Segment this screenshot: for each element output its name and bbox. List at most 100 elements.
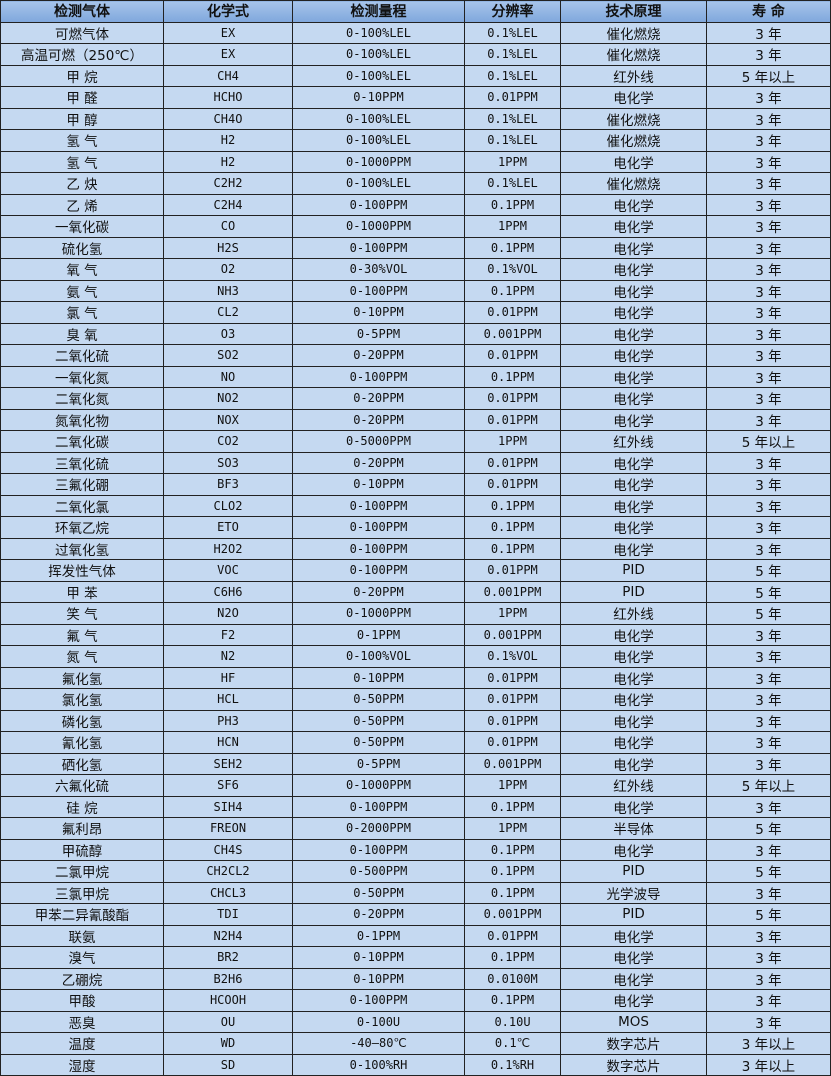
table-row: 氢 气 H2 0-1000PPM 1PPM 电化学 3 年: [0, 150, 831, 173]
measuring-range: 0-500PPM: [292, 860, 465, 883]
chemical-formula: N2: [163, 645, 293, 668]
resolution: 1PPM: [464, 215, 561, 238]
detection-principle: 电化学: [560, 215, 707, 238]
lifetime: 3 年: [706, 150, 831, 173]
lifetime: 3 年: [706, 967, 831, 990]
chemical-formula: CH2CL2: [163, 860, 293, 883]
resolution: 0.001PPM: [464, 623, 561, 646]
chemical-formula: SD: [163, 1053, 293, 1076]
measuring-range: 0-1PPM: [292, 924, 465, 947]
table-row: 氮氧化物 NOX 0-20PPM 0.01PPM 电化学 3 年: [0, 408, 831, 431]
chemical-formula: F2: [163, 623, 293, 646]
gas-name: 二氯甲烷: [0, 860, 164, 883]
lifetime: 3 年以上: [706, 1053, 831, 1076]
gas-name: 二氧化碳: [0, 430, 164, 453]
measuring-range: 0-100PPM: [292, 193, 465, 216]
chemical-formula: ETO: [163, 516, 293, 539]
chemical-formula: WD: [163, 1032, 293, 1055]
lifetime: 3 年: [706, 1010, 831, 1033]
table-row: 氟化氢 HF 0-10PPM 0.01PPM 电化学 3 年: [0, 666, 831, 689]
detection-principle: 催化燃烧: [560, 21, 707, 44]
resolution: 0.1PPM: [464, 236, 561, 259]
lifetime: 5 年以上: [706, 64, 831, 87]
lifetime: 3 年: [706, 258, 831, 281]
measuring-range: 0-100PPM: [292, 795, 465, 818]
resolution: 0.1PPM: [464, 838, 561, 861]
detection-principle: 电化学: [560, 150, 707, 173]
table-row: 氰化氢 HCN 0-50PPM 0.01PPM 电化学 3 年: [0, 731, 831, 754]
measuring-range: 0-100PPM: [292, 236, 465, 259]
detection-principle: PID: [560, 860, 707, 883]
lifetime: 3 年: [706, 473, 831, 496]
table-row: 二氯甲烷 CH2CL2 0-500PPM 0.1PPM PID 5 年: [0, 860, 831, 883]
detection-principle: 催化燃烧: [560, 107, 707, 130]
gas-name: 甲硫醇: [0, 838, 164, 861]
table-row: 三氯甲烷 CHCL3 0-50PPM 0.1PPM 光学波导 3 年: [0, 881, 831, 904]
table-row: 一氧化氮 NO 0-100PPM 0.1PPM 电化学 3 年: [0, 365, 831, 388]
detection-principle: 电化学: [560, 258, 707, 281]
header-formula: 化学式: [163, 0, 293, 23]
lifetime: 3 年: [706, 43, 831, 66]
detection-principle: 电化学: [560, 645, 707, 668]
chemical-formula: SEH2: [163, 752, 293, 775]
detection-principle: 电化学: [560, 838, 707, 861]
resolution: 0.1℃: [464, 1032, 561, 1055]
resolution: 0.1PPM: [464, 946, 561, 969]
resolution: 1PPM: [464, 602, 561, 625]
lifetime: 3 年: [706, 688, 831, 711]
gas-name: 硒化氢: [0, 752, 164, 775]
lifetime: 3 年: [706, 408, 831, 431]
gas-name: 一氧化碳: [0, 215, 164, 238]
table-row: 氨 气 NH3 0-100PPM 0.1PPM 电化学 3 年: [0, 279, 831, 302]
lifetime: 3 年: [706, 301, 831, 324]
resolution: 0.1PPM: [464, 516, 561, 539]
detection-principle: 催化燃烧: [560, 43, 707, 66]
gas-name: 高温可燃（250℃）: [0, 43, 164, 66]
lifetime: 3 年: [706, 172, 831, 195]
resolution: 0.1PPM: [464, 193, 561, 216]
detection-principle: 光学波导: [560, 881, 707, 904]
detection-principle: 电化学: [560, 387, 707, 410]
measuring-range: 0-20PPM: [292, 451, 465, 474]
gas-name: 硫化氢: [0, 236, 164, 259]
header-range: 检测量程: [292, 0, 465, 23]
resolution: 0.01PPM: [464, 86, 561, 109]
measuring-range: 0-20PPM: [292, 344, 465, 367]
resolution: 0.1%LEL: [464, 21, 561, 44]
gas-name: 过氧化氢: [0, 537, 164, 560]
measuring-range: 0-100PPM: [292, 365, 465, 388]
measuring-range: 0-2000PPM: [292, 817, 465, 840]
gas-name: 恶臭: [0, 1010, 164, 1033]
chemical-formula: TDI: [163, 903, 293, 926]
lifetime: 3 年: [706, 193, 831, 216]
gas-name: 乙 炔: [0, 172, 164, 195]
lifetime: 3 年: [706, 666, 831, 689]
measuring-range: 0-10PPM: [292, 301, 465, 324]
measuring-range: 0-100%LEL: [292, 172, 465, 195]
measuring-range: 0-5000PPM: [292, 430, 465, 453]
gas-name: 氟 气: [0, 623, 164, 646]
resolution: 0.01PPM: [464, 301, 561, 324]
measuring-range: 0-20PPM: [292, 408, 465, 431]
gas-name: 氢 气: [0, 150, 164, 173]
resolution: 0.01PPM: [464, 473, 561, 496]
measuring-range: 0-100U: [292, 1010, 465, 1033]
detection-principle: MOS: [560, 1010, 707, 1033]
detection-principle: 催化燃烧: [560, 129, 707, 152]
lifetime: 3 年: [706, 881, 831, 904]
measuring-range: 0-10PPM: [292, 473, 465, 496]
resolution: 0.01PPM: [464, 924, 561, 947]
lifetime: 3 年: [706, 516, 831, 539]
chemical-formula: SO2: [163, 344, 293, 367]
lifetime: 3 年: [706, 645, 831, 668]
lifetime: 3 年: [706, 387, 831, 410]
measuring-range: 0-100PPM: [292, 537, 465, 560]
lifetime: 3 年: [706, 279, 831, 302]
chemical-formula: HCOOH: [163, 989, 293, 1012]
resolution: 0.1PPM: [464, 365, 561, 388]
chemical-formula: CH4S: [163, 838, 293, 861]
chemical-formula: B2H6: [163, 967, 293, 990]
lifetime: 3 年: [706, 344, 831, 367]
lifetime: 3 年: [706, 623, 831, 646]
lifetime: 5 年: [706, 559, 831, 582]
